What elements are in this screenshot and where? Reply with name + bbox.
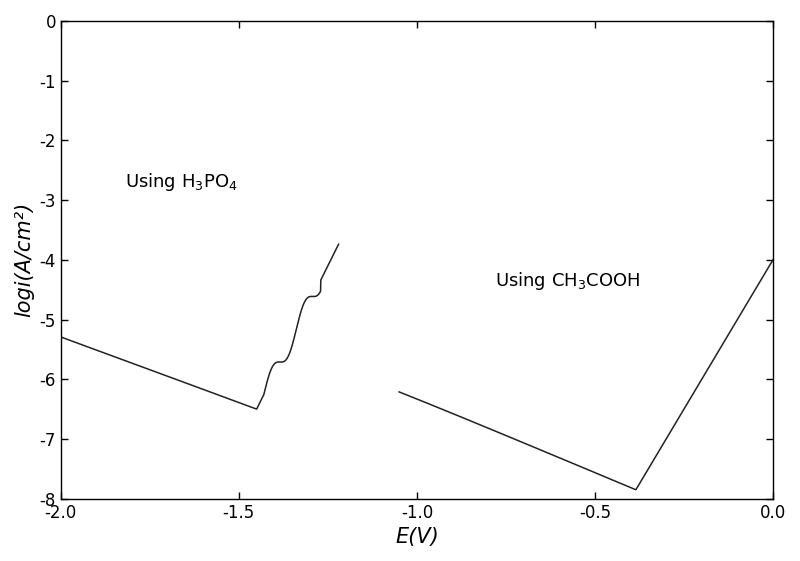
X-axis label: E(V): E(V) <box>395 527 438 547</box>
Text: Using H$_3$PO$_4$: Using H$_3$PO$_4$ <box>125 171 238 193</box>
Text: Using CH$_3$COOH: Using CH$_3$COOH <box>495 270 641 292</box>
Y-axis label: logi(A/cm²): logi(A/cm²) <box>14 202 34 318</box>
